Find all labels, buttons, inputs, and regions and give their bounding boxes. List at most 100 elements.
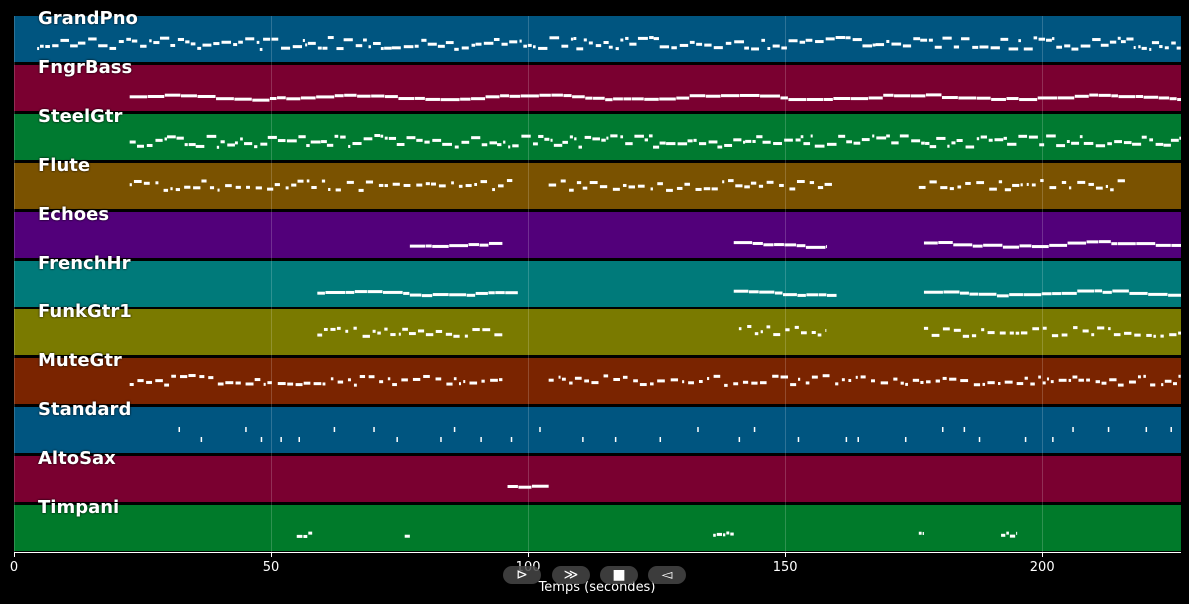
note [1061,180,1067,184]
note [1150,383,1156,387]
note [918,185,926,189]
note [738,327,742,331]
note [267,187,274,191]
note [760,330,763,334]
note [494,333,503,337]
fast-forward-button[interactable]: ≫ [552,566,590,584]
note [805,381,810,385]
note [860,375,866,379]
note [343,38,353,42]
note [902,44,912,48]
note [1016,531,1018,535]
note [362,335,370,339]
track-lane [14,211,1181,258]
note [508,145,511,149]
note [553,143,563,147]
note [190,42,196,46]
note [466,293,476,297]
note [953,329,961,333]
note [402,328,408,332]
note [488,290,495,294]
note [752,241,763,245]
note [1089,93,1099,97]
note [471,135,481,139]
note [573,37,577,41]
note [334,134,339,138]
note [790,383,797,387]
note [620,38,624,42]
note [799,40,806,44]
note [322,382,326,386]
note [295,383,303,387]
note [453,427,456,433]
note [311,185,317,189]
note [1074,94,1089,98]
note [758,184,764,188]
note [368,375,375,379]
note [687,139,693,143]
note [805,38,813,42]
note [1102,290,1112,294]
note [1135,94,1144,98]
note [713,46,723,50]
note [659,45,670,49]
play-button[interactable]: ⊳ [503,566,541,584]
note [1100,43,1109,47]
note [928,38,933,42]
note [1082,329,1089,333]
note [263,37,271,41]
note [213,42,220,46]
note [676,186,683,190]
note [599,184,608,188]
note [1109,40,1117,44]
track-lane [14,113,1181,160]
note [861,137,870,141]
note [766,180,774,184]
track-lane [14,407,1181,454]
note [539,427,541,433]
note [506,178,513,182]
rewind-button[interactable]: ◅ [648,566,686,584]
note [1171,41,1176,45]
note [465,183,472,187]
note [1091,333,1095,337]
note [180,94,197,98]
note [267,381,272,385]
note [751,47,759,51]
note [1026,182,1029,186]
x-tick [271,552,273,557]
note [392,383,397,387]
stop-button[interactable]: ■ [600,566,638,584]
note [263,383,266,387]
note [421,38,427,42]
note [1080,44,1091,48]
note [644,97,659,101]
track-label: Standard [38,399,132,421]
note [449,243,468,247]
note [1170,138,1179,142]
note [421,293,433,297]
note [951,141,956,145]
note [1137,375,1141,379]
note [750,181,757,185]
note [159,36,170,40]
note [396,437,398,443]
note [384,328,388,332]
note [773,333,781,337]
note [296,534,303,538]
note [280,437,282,443]
note [352,141,362,145]
note [695,187,702,191]
note [129,95,148,99]
note [398,333,401,337]
note [1164,380,1172,384]
x-tick-label: 150 [772,560,798,575]
note [193,185,201,189]
note [1146,334,1152,338]
note [336,47,344,51]
note [292,45,303,49]
note [872,43,876,47]
note [1107,141,1112,145]
note [1098,239,1111,243]
note [1123,140,1132,144]
